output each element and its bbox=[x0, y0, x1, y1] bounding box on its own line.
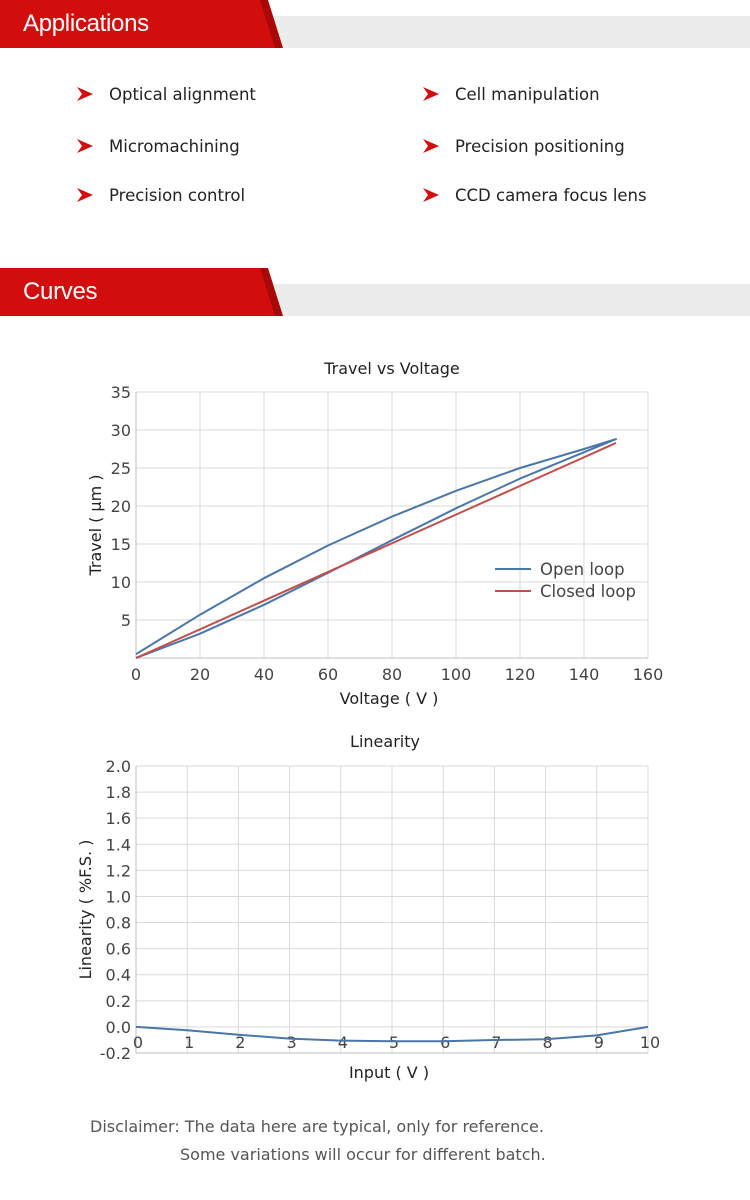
list-item: Precision control bbox=[77, 183, 245, 207]
y-axis-label: Travel ( μm ) bbox=[86, 474, 105, 576]
x-tick-label: 0 bbox=[131, 665, 141, 684]
x-tick-label: 0 bbox=[133, 1033, 143, 1052]
x-tick-label: 160 bbox=[633, 665, 664, 684]
legend-label: Open loop bbox=[540, 560, 625, 579]
header-band bbox=[250, 284, 750, 316]
applications-header: Applications bbox=[0, 0, 750, 48]
y-tick-label: 2.0 bbox=[106, 757, 131, 776]
y-tick-label: 10 bbox=[111, 573, 131, 592]
series-line bbox=[135, 438, 617, 659]
y-tick-label: 1.4 bbox=[106, 835, 131, 854]
list-item: Precision positioning bbox=[423, 134, 625, 158]
list-item: CCD camera focus lens bbox=[423, 183, 647, 207]
list-item-label: Micromachining bbox=[109, 136, 240, 156]
x-tick-label: 140 bbox=[569, 665, 600, 684]
red-arrowhead-icon bbox=[423, 139, 439, 153]
list-item-label: Cell manipulation bbox=[455, 84, 600, 104]
chart-title: Travel vs Voltage bbox=[324, 359, 460, 378]
x-tick-label: 20 bbox=[190, 665, 210, 684]
travel-voltage-chart: 0 20 40 60 80 100 120 140 160 5 10 15 20 25 30 35 Voltag… bbox=[86, 383, 664, 708]
red-arrowhead-icon bbox=[423, 87, 439, 101]
x-tick-label: 9 bbox=[594, 1033, 604, 1052]
x-tick-label: 120 bbox=[505, 665, 536, 684]
x-tick-label: 3 bbox=[287, 1033, 297, 1052]
x-tick-label: 60 bbox=[318, 665, 338, 684]
disclaimer-line-1: Disclaimer: The data here are typical, o… bbox=[90, 1117, 544, 1136]
linearity-chart: 0 1 2 3 4 5 6 7 8 9 10 -0.2 0.0 0.2 0.4 0.6 0.8 1.0 1.2 1.4… bbox=[76, 757, 660, 1082]
list-item: Optical alignment bbox=[77, 82, 256, 106]
x-tick-label: 1 bbox=[184, 1033, 194, 1052]
x-tick-label: 4 bbox=[338, 1033, 348, 1052]
y-tick-label: 1.0 bbox=[106, 887, 131, 906]
list-item-label: CCD camera focus lens bbox=[455, 185, 647, 205]
list-item-label: Precision positioning bbox=[455, 136, 625, 156]
y-tick-label: 5 bbox=[121, 611, 131, 630]
y-tick-label: 20 bbox=[111, 497, 131, 516]
y-tick-label: 15 bbox=[111, 535, 131, 554]
red-arrowhead-icon bbox=[423, 188, 439, 202]
red-arrowhead-icon bbox=[77, 139, 93, 153]
list-item: Micromachining bbox=[77, 134, 240, 158]
y-tick-label: 1.8 bbox=[106, 783, 131, 802]
y-tick-label: 0.2 bbox=[106, 992, 131, 1011]
y-tick-label: 1.6 bbox=[106, 809, 131, 828]
y-tick-label: 0.0 bbox=[106, 1018, 131, 1037]
red-arrowhead-icon bbox=[77, 188, 93, 202]
y-tick-label: 35 bbox=[111, 383, 131, 402]
x-axis-label: Input ( V ) bbox=[349, 1063, 429, 1082]
x-tick-label: 100 bbox=[441, 665, 472, 684]
y-tick-label: 0.8 bbox=[106, 914, 131, 933]
red-arrowhead-icon bbox=[77, 87, 93, 101]
x-tick-label: 5 bbox=[389, 1033, 399, 1052]
list-item-label: Precision control bbox=[109, 185, 246, 205]
series-line bbox=[135, 1025, 649, 1043]
section-title: Curves bbox=[23, 278, 98, 305]
y-tick-label: 0.6 bbox=[106, 940, 131, 959]
y-tick-label: 0.4 bbox=[106, 966, 131, 985]
y-tick-label: 30 bbox=[111, 421, 131, 440]
header-tab bbox=[0, 0, 283, 48]
header-band bbox=[250, 16, 750, 48]
y-tick-label: -0.2 bbox=[100, 1044, 131, 1063]
x-tick-label: 10 bbox=[640, 1033, 660, 1052]
series-line bbox=[135, 441, 617, 659]
x-tick-label: 80 bbox=[382, 665, 402, 684]
y-tick-label: 1.2 bbox=[106, 861, 131, 880]
x-axis-label: Voltage ( V ) bbox=[340, 689, 439, 708]
legend-label: Closed loop bbox=[540, 582, 636, 601]
header-tab bbox=[0, 268, 283, 316]
y-axis-label: Linearity ( %F.S. ) bbox=[76, 840, 95, 980]
y-tick-label: 25 bbox=[111, 459, 131, 478]
x-tick-label: 6 bbox=[440, 1033, 450, 1052]
x-tick-label: 8 bbox=[543, 1033, 553, 1052]
x-tick-label: 2 bbox=[235, 1033, 245, 1052]
x-tick-label: 40 bbox=[254, 665, 274, 684]
curves-header: Curves bbox=[0, 268, 750, 316]
section-title: Applications bbox=[23, 10, 149, 37]
disclaimer-line-2: Some variations will occur for different… bbox=[180, 1145, 546, 1164]
list-item: Cell manipulation bbox=[423, 82, 600, 106]
chart-title: Linearity bbox=[350, 732, 420, 751]
list-item-label: Optical alignment bbox=[109, 84, 256, 104]
x-tick-label: 7 bbox=[491, 1033, 501, 1052]
